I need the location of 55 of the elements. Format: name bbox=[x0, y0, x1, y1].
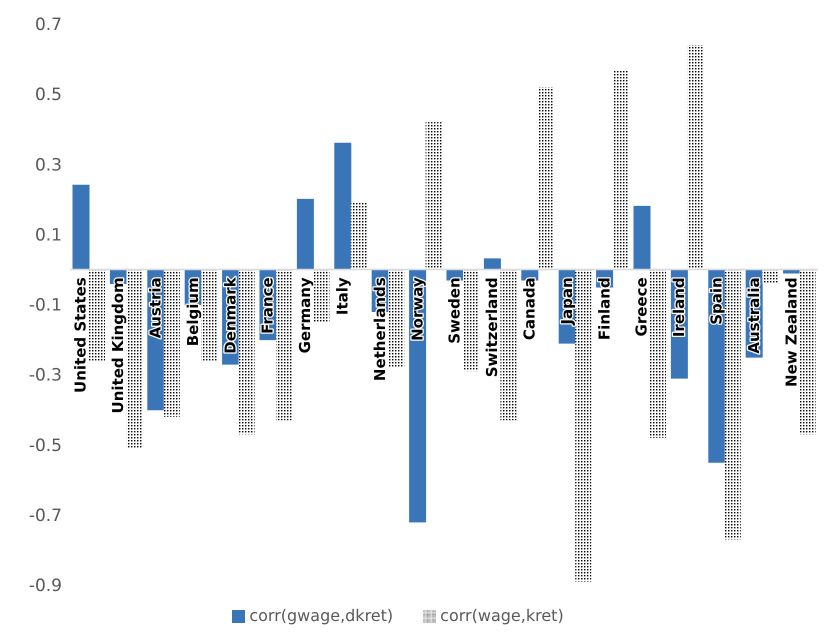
bar bbox=[334, 142, 352, 270]
x-tick-label: Austria bbox=[146, 277, 164, 338]
x-tick-label: Canada bbox=[520, 277, 538, 340]
bar bbox=[724, 269, 741, 540]
legend-label: corr(wage,kret) bbox=[440, 606, 564, 625]
x-tick-label: Italy bbox=[334, 277, 352, 316]
y-tick-label: 0.7 bbox=[34, 15, 62, 36]
bar bbox=[164, 269, 180, 417]
x-tick-label: Greece bbox=[632, 277, 651, 336]
bar bbox=[612, 70, 629, 270]
x-tick-label: Ireland bbox=[670, 277, 688, 338]
x-tick-label: Australia bbox=[744, 277, 763, 354]
y-tick-label: -0.5 bbox=[28, 436, 62, 456]
y-tick-label: 0.5 bbox=[34, 85, 62, 106]
y-tick-label: -0.3 bbox=[28, 366, 62, 386]
bar bbox=[650, 269, 666, 438]
bar bbox=[126, 269, 142, 448]
x-tick-label: Norway bbox=[408, 277, 426, 341]
y-tick-label: -0.9 bbox=[28, 576, 62, 596]
x-tick-label: Netherlands bbox=[370, 277, 389, 382]
bar bbox=[633, 206, 650, 270]
bar bbox=[296, 198, 314, 270]
x-tick-label: New Zealand bbox=[782, 277, 800, 387]
legend-label: corr(gwage,dkret) bbox=[249, 606, 394, 625]
y-tick-label: 0.3 bbox=[34, 155, 62, 176]
bar bbox=[388, 269, 404, 368]
x-tick-label: Belgium bbox=[184, 277, 202, 346]
bar bbox=[762, 269, 778, 284]
bar bbox=[426, 122, 442, 270]
y-tick-label: 0.1 bbox=[34, 225, 62, 246]
x-tick-label: United Kingdom bbox=[109, 277, 128, 414]
bar bbox=[687, 45, 704, 270]
bar bbox=[201, 269, 218, 361]
x-tick-label: Switzerland bbox=[483, 277, 502, 378]
bar bbox=[538, 87, 554, 270]
bar bbox=[800, 269, 816, 434]
bar bbox=[350, 202, 367, 270]
bar bbox=[313, 269, 330, 322]
bar bbox=[88, 269, 105, 361]
x-tick-label: Finland bbox=[595, 277, 614, 340]
bar bbox=[462, 269, 479, 372]
x-tick-label: Germany bbox=[296, 277, 314, 354]
bar bbox=[72, 184, 90, 270]
x-tick-label: Denmark bbox=[221, 276, 240, 354]
x-tick-label: France bbox=[258, 277, 277, 334]
y-tick-label: -0.7 bbox=[28, 506, 62, 526]
bar bbox=[575, 269, 592, 582]
x-tick-label: Sweden bbox=[446, 277, 464, 344]
x-tick-label: United States bbox=[72, 277, 90, 393]
bar bbox=[276, 269, 292, 420]
y-tick-label: -0.1 bbox=[28, 296, 62, 316]
bar bbox=[238, 269, 255, 434]
bar bbox=[500, 269, 516, 420]
x-tick-label: Japan bbox=[558, 277, 576, 326]
x-tick-label: Spain bbox=[708, 277, 726, 325]
